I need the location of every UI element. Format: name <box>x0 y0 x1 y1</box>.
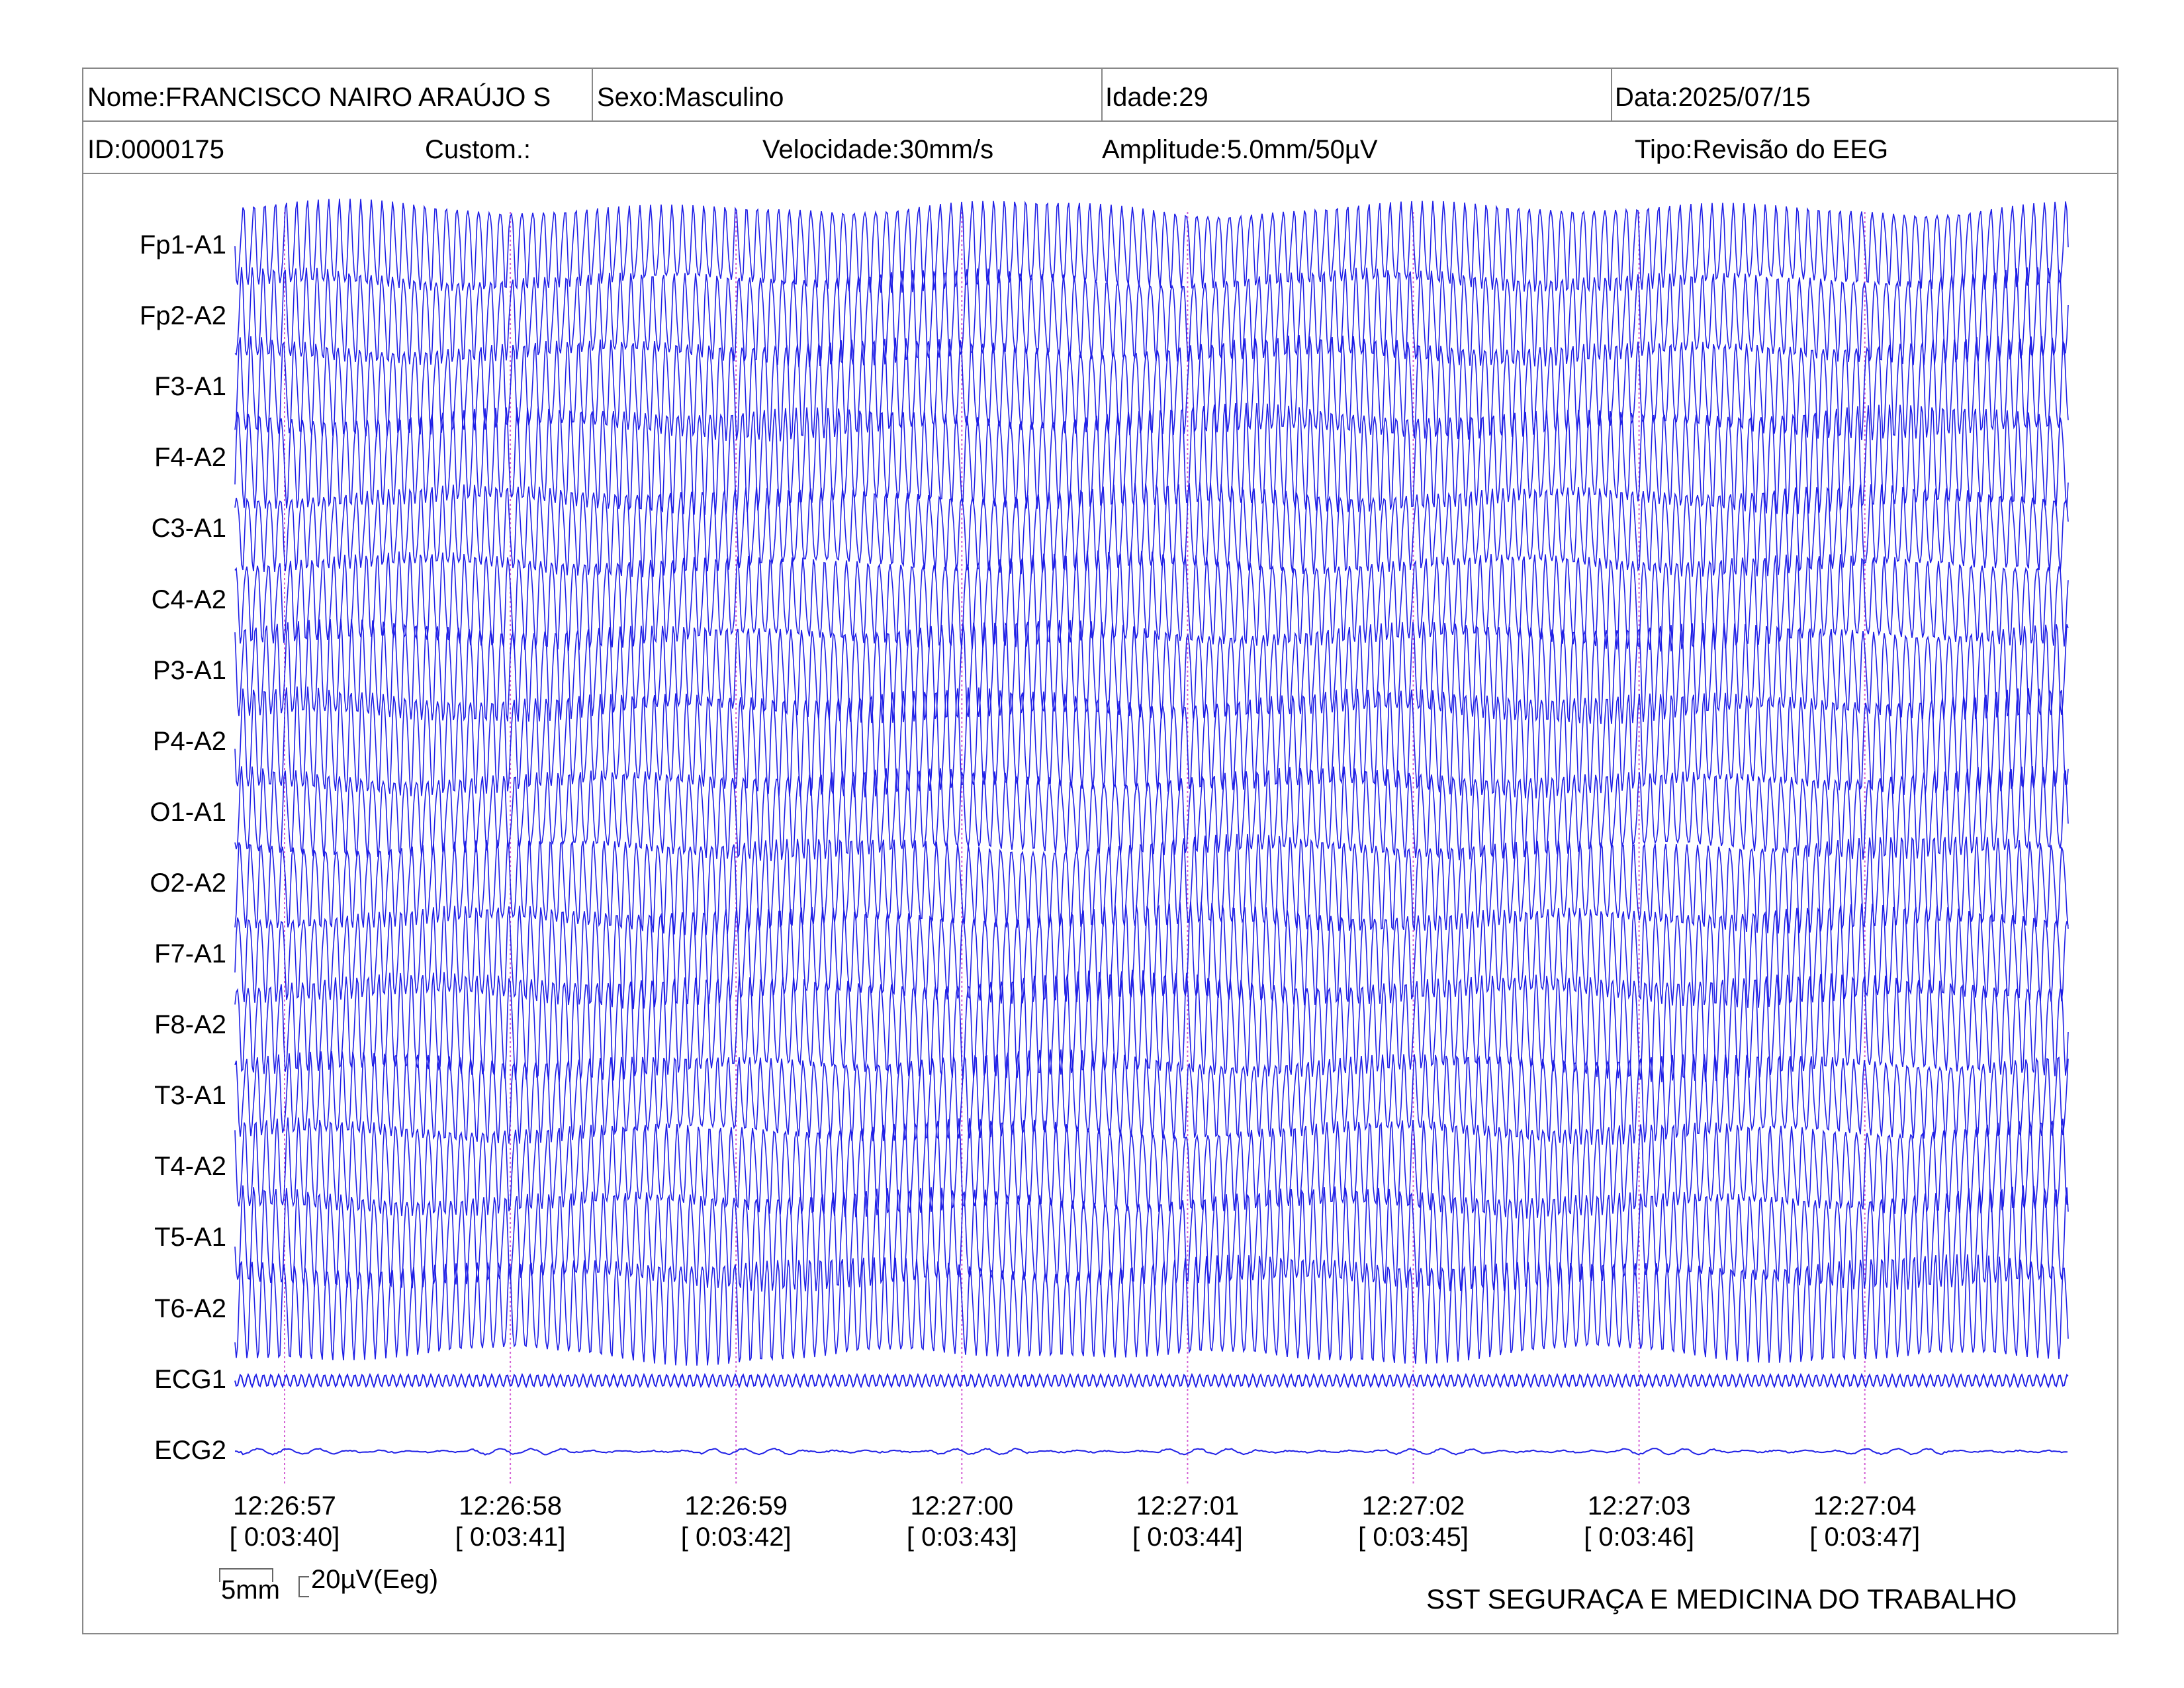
patient-name: Nome:FRANCISCO NAIRO ARAÚJO S <box>87 83 551 112</box>
organization-name: SST SEGURAÇA E MEDICINA DO TRABALHO <box>1426 1583 2017 1615</box>
channel-label: F8-A2 <box>154 1010 226 1040</box>
channel-label: C3-A1 <box>151 514 226 543</box>
patient-sex: Sexo:Masculino <box>597 83 784 112</box>
time-elapsed-label: [ 0:03:47] <box>1809 1523 1921 1552</box>
report-border <box>82 68 2118 1634</box>
patient-age: Idade:29 <box>1105 83 1208 112</box>
time-clock-label: 12:27:01 <box>1136 1491 1240 1521</box>
time-scale-label: 5mm <box>221 1575 280 1605</box>
time-elapsed-label: [ 0:03:44] <box>1132 1523 1243 1552</box>
time-elapsed-label: [ 0:03:41] <box>455 1523 566 1552</box>
trace-ecg1 <box>234 1373 2069 1389</box>
time-elapsed-label: [ 0:03:43] <box>906 1523 1017 1552</box>
trace-fp2-a2 <box>234 267 2069 367</box>
trace-f4-a2 <box>234 402 2069 515</box>
trace-f8-a2 <box>234 969 2069 1082</box>
channel-label: O1-A1 <box>150 797 226 827</box>
trace-o2-a2 <box>234 833 2069 935</box>
trace-t6-a2 <box>234 1254 2069 1366</box>
time-scale-bracket <box>219 1568 273 1582</box>
channel-label: ECG1 <box>154 1364 226 1394</box>
patient-id: ID:0000175 <box>87 135 224 164</box>
channel-label: T3-A1 <box>154 1081 226 1111</box>
time-clock-label: 12:26:57 <box>233 1491 336 1521</box>
time-clock-label: 12:26:59 <box>684 1491 788 1521</box>
speed-field: Velocidade:30mm/s <box>762 135 994 164</box>
channel-label: C4-A2 <box>151 585 226 614</box>
channel-label: ECG2 <box>154 1435 226 1465</box>
amp-scale-label: 20µV(Eeg) <box>311 1565 439 1594</box>
time-elapsed-label: [ 0:03:46] <box>1584 1523 1694 1552</box>
channel-label: T5-A1 <box>154 1223 226 1252</box>
amplitude-field: Amplitude:5.0mm/50µV <box>1102 135 1378 164</box>
channel-label: T4-A2 <box>154 1152 226 1182</box>
exam-date: Data:2025/07/15 <box>1615 83 1811 112</box>
channel-label: O2-A2 <box>150 868 226 898</box>
trace-o1-a1 <box>234 766 2069 861</box>
channel-label: F3-A1 <box>154 372 226 402</box>
review-type: Tipo:Revisão do EEG <box>1635 135 1889 164</box>
trace-t4-a2 <box>234 1117 2069 1219</box>
time-elapsed-label: [ 0:03:42] <box>680 1523 792 1552</box>
channel-label: F7-A1 <box>154 939 226 968</box>
time-clock-label: 12:26:58 <box>459 1491 562 1521</box>
trace-t5-a1 <box>234 1185 2069 1292</box>
time-clock-label: 12:27:00 <box>910 1491 1014 1521</box>
time-elapsed-label: [ 0:03:45] <box>1358 1523 1469 1552</box>
channel-label: Fp2-A2 <box>139 301 226 331</box>
time-clock-label: 12:27:04 <box>1813 1491 1917 1521</box>
trace-f7-a1 <box>234 901 2069 1009</box>
custom-field: Custom.: <box>425 135 531 164</box>
channel-label: F4-A2 <box>154 443 226 473</box>
channel-label: T6-A2 <box>154 1293 226 1323</box>
trace-t3-a1 <box>234 1049 2069 1145</box>
trace-p3-a1 <box>234 618 2069 724</box>
time-clock-label: 12:27:02 <box>1361 1491 1465 1521</box>
trace-p4-a2 <box>234 686 2069 799</box>
channel-label: P3-A1 <box>152 655 226 685</box>
time-clock-label: 12:27:03 <box>1587 1491 1691 1521</box>
time-elapsed-label: [ 0:03:40] <box>229 1523 340 1552</box>
amp-scale-bracket <box>298 1576 309 1597</box>
channel-label: Fp1-A1 <box>139 230 226 259</box>
trace-ecg2 <box>234 1447 2068 1456</box>
trace-c4-a2 <box>234 550 2069 652</box>
trace-fp1-a1 <box>234 199 2069 293</box>
eeg-traces <box>234 199 2069 1456</box>
channel-label: P4-A2 <box>152 726 226 756</box>
